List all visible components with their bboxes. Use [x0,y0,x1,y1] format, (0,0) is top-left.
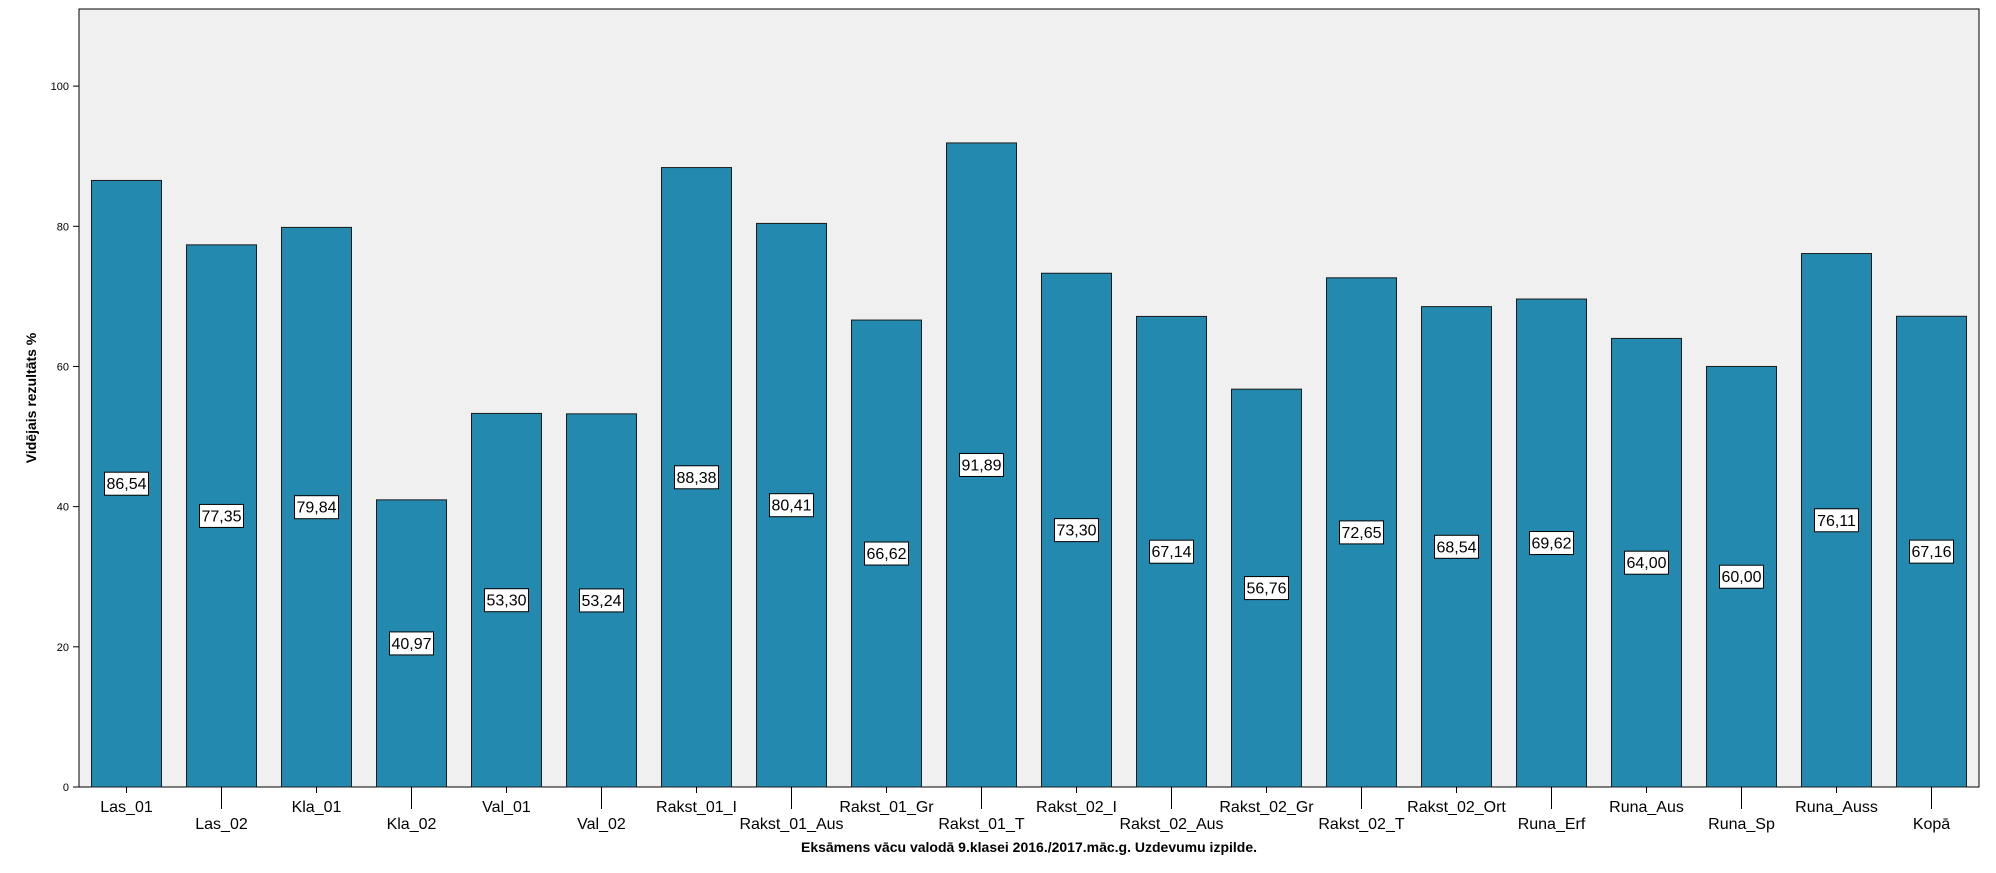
data-label-box [1054,518,1099,543]
data-label: 79,84 [296,500,336,517]
category-label: Rakst_02_T [1318,816,1404,833]
category-label: Rakst_01_I [656,799,737,816]
y-axis-title: Vidējais rezultāts % [23,332,39,463]
data-label-box [674,465,719,490]
data-label-box [1529,531,1574,556]
data-label-box [1814,508,1859,533]
data-label: 64,00 [1626,555,1666,572]
category-label: Las_02 [195,816,248,833]
data-label: 53,30 [486,593,526,610]
data-label: 60,00 [1721,569,1761,586]
y-tick-label: 40 [57,502,69,514]
category-label: Kla_01 [292,799,342,816]
data-labels: 86,54 77,35 79,84 40,97 53,30 53,24 88,38 80,41… [104,452,1954,656]
data-label: 67,16 [1911,544,1951,561]
data-label-box [1339,520,1384,545]
data-label-box [1719,564,1764,589]
data-label: 80,41 [771,498,811,515]
data-label: 86,54 [106,476,146,493]
category-label: Las_01 [100,799,153,816]
data-label: 69,62 [1531,536,1571,553]
category-label: Rakst_02_I [1036,799,1117,816]
y-axis: 0 20 40 60 80 100 [51,81,79,794]
data-label: 56,76 [1246,581,1286,598]
x-axis-title: Eksāmens vācu valodā 9.klasei 2016./2017… [801,839,1257,855]
data-label-box [199,503,244,528]
category-label: Runa_Sp [1708,816,1775,833]
data-label-box [1149,539,1194,564]
data-label-box [1244,576,1289,601]
data-label: 88,38 [676,470,716,487]
data-label-box [294,495,339,520]
category-label: Val_02 [577,816,626,833]
category-label: Rakst_02_Ort [1407,799,1506,816]
data-label-box [579,588,624,613]
data-label: 73,30 [1056,523,1096,540]
data-label-box [769,493,814,518]
bar [1801,253,1872,788]
category-label: Rakst_01_T [938,816,1024,833]
data-label-box [959,452,1004,477]
data-label-box [104,471,149,496]
category-label: Runa_Auss [1795,799,1878,816]
plot-area [78,8,1980,788]
y-tick-label: 0 [63,782,69,794]
y-tick-label: 100 [51,81,69,93]
category-label: Rakst_01_Aus [739,816,843,833]
data-label: 40,97 [391,636,431,653]
data-label: 67,14 [1151,544,1191,561]
data-label: 77,35 [201,508,241,525]
category-label: Runa_Aus [1609,799,1684,816]
data-label: 72,65 [1341,525,1381,542]
data-label-box [389,631,434,656]
data-label-box [1434,534,1479,559]
category-label: Rakst_01_Gr [839,799,934,816]
category-label: Rakst_02_Aus [1119,816,1223,833]
category-label: Kopā [1913,816,1950,833]
data-label: 68,54 [1436,539,1476,556]
data-label-box [1624,550,1669,575]
y-tick-label: 80 [57,221,69,233]
category-label: Val_01 [482,799,531,816]
y-tick-label: 20 [57,642,69,654]
y-tick-label: 60 [57,361,69,373]
category-label: Kla_02 [387,816,437,833]
data-label: 76,11 [1817,513,1856,530]
data-label-box [1909,539,1954,564]
category-labels: Las_01 Las_02 Kla_01 Kla_02 Val_01 Val_02 Raks… [100,787,1950,833]
data-label-box [864,541,909,566]
data-label-box [484,588,529,613]
category-label: Rakst_02_Gr [1219,799,1314,816]
data-label: 91,89 [961,457,1001,474]
data-label: 66,62 [866,546,906,563]
category-label: Runa_Erf [1518,816,1586,833]
data-label: 53,24 [581,593,621,610]
